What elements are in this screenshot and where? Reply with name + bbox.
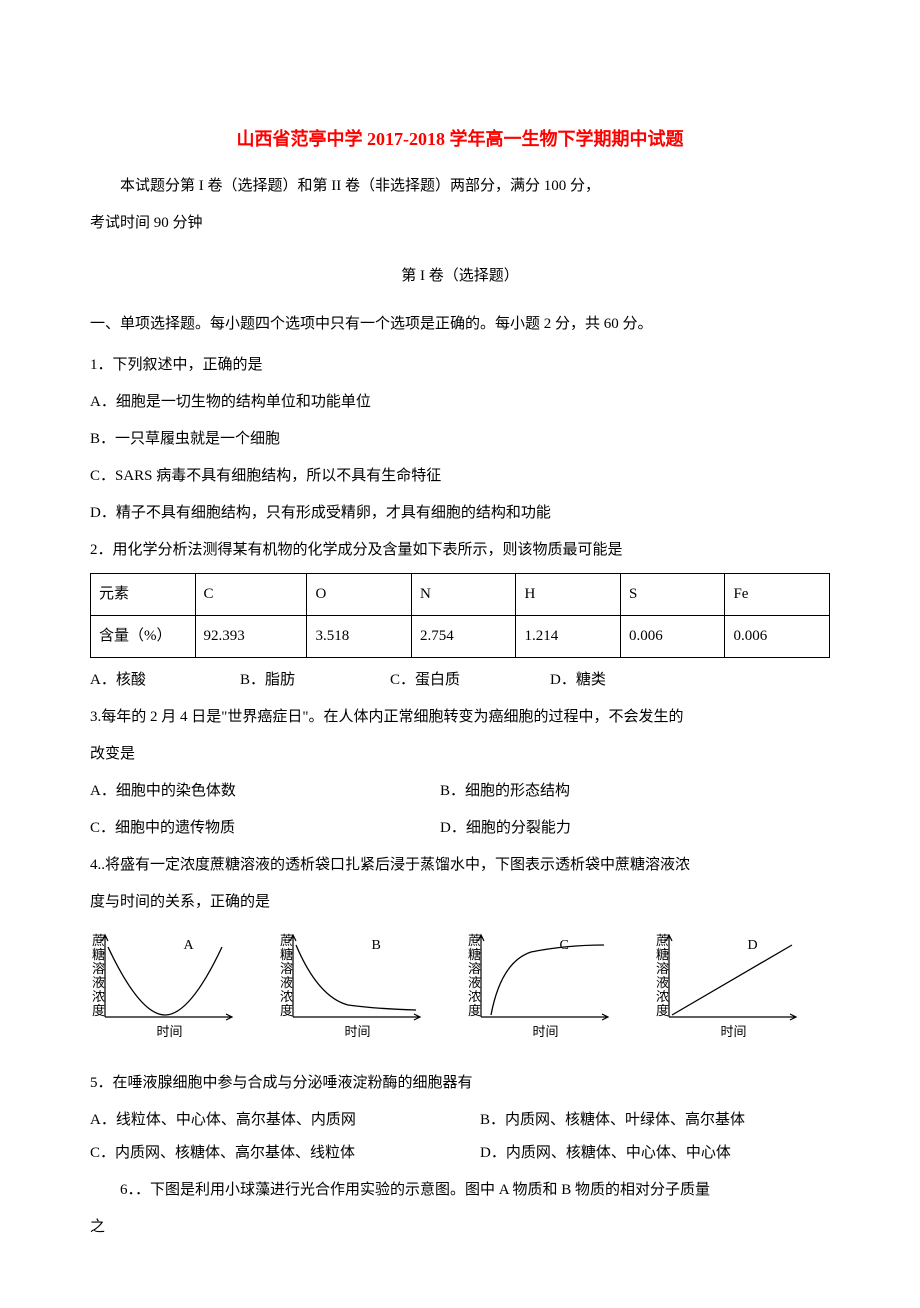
q3-stem-1: 3.每年的 2 月 4 日是"世界癌症日"。在人体内正常细胞转变为癌细胞的过程中… [90,701,830,734]
svg-text:时间: 时间 [345,1024,371,1039]
q5-option-a: A．线粒体、中心体、高尔基体、内质网 [90,1104,480,1137]
q3-option-a: A．细胞中的染色体数 [90,775,440,808]
svg-text:时间: 时间 [533,1024,559,1039]
section-instruction: 一、单项选择题。每小题四个选项中只有一个选项是正确的。每小题 2 分，共 60 … [90,308,830,341]
svg-text:蔗: 蔗 [468,933,481,948]
svg-text:度: 度 [92,1003,105,1018]
q2-options: A．核酸 B．脂肪 C．蛋白质 D．糖类 [90,664,830,697]
table-cell: H [516,573,621,615]
table-cell: 0.006 [620,615,725,657]
svg-text:糖: 糖 [468,947,481,962]
svg-text:A: A [184,938,195,953]
svg-text:溶: 溶 [468,961,481,976]
svg-text:蔗: 蔗 [280,933,293,948]
svg-text:时间: 时间 [721,1024,747,1039]
q1-option-b: B．一只草履虫就是一个细胞 [90,423,830,456]
svg-text:溶: 溶 [92,961,105,976]
q6-stem-2: 之 [90,1211,830,1244]
table-cell: 2.754 [411,615,516,657]
svg-text:溶: 溶 [280,961,293,976]
q5-stem: 5．在唾液腺细胞中参与合成与分泌唾液淀粉酶的细胞器有 [90,1067,830,1100]
table-cell: 元素 [91,573,196,615]
svg-text:液: 液 [468,975,481,990]
q1-stem: 1．下列叙述中，正确的是 [90,349,830,382]
q3-option-d: D．细胞的分裂能力 [440,812,571,845]
q3-option-b: B．细胞的形态结构 [440,775,570,808]
svg-text:C: C [560,938,569,953]
svg-text:度: 度 [656,1003,669,1018]
q2-table: 元素 C O N H S Fe 含量（%） 92.393 3.518 2.754… [90,573,830,658]
q2-option-d: D．糖类 [550,664,700,697]
table-cell: S [620,573,725,615]
chart-a: 蔗糖溶液浓度时间 A [90,927,250,1055]
table-cell: C [195,573,307,615]
q5-options: A．线粒体、中心体、高尔基体、内质网 B．内质网、核糖体、叶绿体、高尔基体 C．… [90,1104,830,1170]
table-cell: O [307,573,412,615]
svg-text:B: B [372,938,381,953]
table-cell: 0.006 [725,615,830,657]
svg-text:D: D [748,938,758,953]
q3-stem-2: 改变是 [90,738,830,771]
svg-text:时间: 时间 [157,1024,183,1039]
q3-row-2: C．细胞中的遗传物质 D．细胞的分裂能力 [90,812,830,845]
q4-charts: 蔗糖溶液浓度时间A 蔗糖溶液浓度时间B 蔗糖溶液浓度时间C 蔗糖溶液浓度时间D [90,927,830,1055]
svg-text:浓: 浓 [280,989,293,1004]
chart-d: 蔗糖溶液浓度时间 D [654,927,814,1055]
svg-text:蔗: 蔗 [92,933,105,948]
svg-text:糖: 糖 [280,947,293,962]
svg-text:度: 度 [280,1003,293,1018]
q2-option-b: B．脂肪 [240,664,390,697]
q6-stem-1: 6．．下图是利用小球藻进行光合作用实验的示意图。图中 A 物质和 B 物质的相对… [90,1174,830,1207]
svg-text:浓: 浓 [656,989,669,1004]
chart-b: 蔗糖溶液浓度时间 B [278,927,438,1055]
q5-option-c: C．内质网、核糖体、高尔基体、线粒体 [90,1137,480,1170]
table-cell: 92.393 [195,615,307,657]
q1-option-c: C．SARS 病毒不具有细胞结构，所以不具有生命特征 [90,460,830,493]
svg-text:蔗: 蔗 [656,933,669,948]
svg-text:液: 液 [280,975,293,990]
table-cell: 3.518 [307,615,412,657]
svg-text:浓: 浓 [92,989,105,1004]
svg-text:糖: 糖 [656,947,669,962]
q5-option-d: D．内质网、核糖体、中心体、中心体 [480,1137,731,1170]
document-title: 山西省范亭中学 2017-2018 学年高一生物下学期期中试题 [90,120,830,160]
q2-option-c: C．蛋白质 [390,664,550,697]
table-cell: Fe [725,573,830,615]
svg-text:液: 液 [92,975,105,990]
q1-option-d: D．精子不具有细胞结构，只有形成受精卵，才具有细胞的结构和功能 [90,497,830,530]
table-cell: 1.214 [516,615,621,657]
svg-text:度: 度 [468,1003,481,1018]
table-cell: N [411,573,516,615]
q5-option-b: B．内质网、核糖体、叶绿体、高尔基体 [480,1104,745,1137]
svg-text:浓: 浓 [468,989,481,1004]
intro-text-1: 本试题分第 I 卷（选择题）和第 II 卷（非选择题）两部分，满分 100 分， [90,170,830,203]
q2-stem: 2．用化学分析法测得某有机物的化学成分及含量如下表所示，则该物质最可能是 [90,534,830,567]
chart-c: 蔗糖溶液浓度时间 C [466,927,626,1055]
q4-stem-1: 4..将盛有一定浓度蔗糖溶液的透析袋口扎紧后浸于蒸馏水中，下图表示透析袋中蔗糖溶… [90,849,830,882]
q2-option-a: A．核酸 [90,664,240,697]
svg-text:糖: 糖 [92,947,105,962]
q3-option-c: C．细胞中的遗传物质 [90,812,440,845]
q1-option-a: A．细胞是一切生物的结构单位和功能单位 [90,386,830,419]
svg-text:液: 液 [656,975,669,990]
q4-stem-2: 度与时间的关系，正确的是 [90,886,830,919]
intro-text-2: 考试时间 90 分钟 [90,207,830,240]
table-cell: 含量（%） [91,615,196,657]
q3-row-1: A．细胞中的染色体数 B．细胞的形态结构 [90,775,830,808]
svg-text:溶: 溶 [656,961,669,976]
section-1-header: 第 I 卷（选择题） [90,260,830,293]
